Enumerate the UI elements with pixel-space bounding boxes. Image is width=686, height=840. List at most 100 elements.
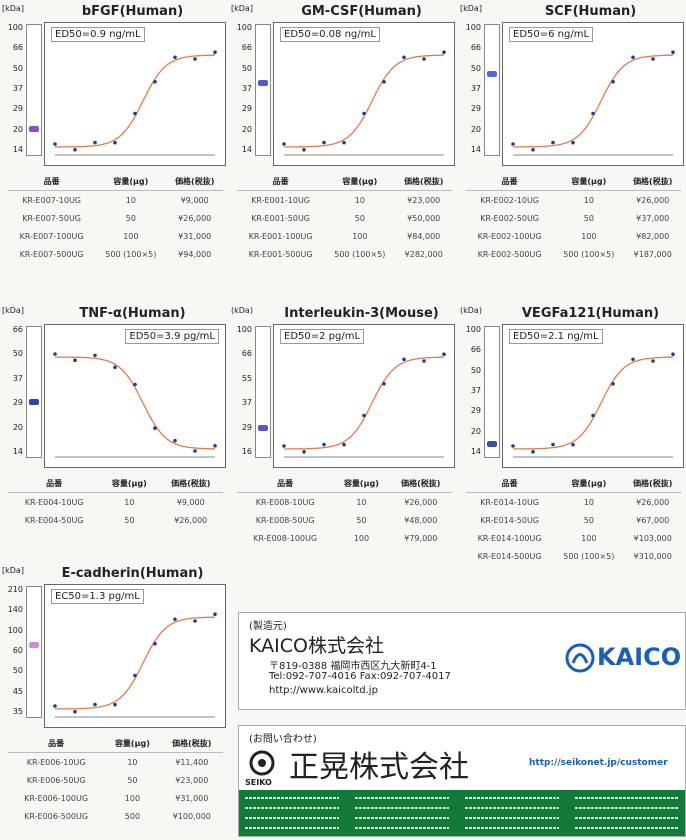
table-header-cell: 容量(μg) xyxy=(324,172,396,191)
product-panel: [kDa] E-cadherin(Human) 210 140 100 60 50 45 35 E… xyxy=(0,562,229,832)
product-title: GM-CSF(Human) xyxy=(301,4,422,19)
table-cell: KR-E004-10UG xyxy=(24,497,84,507)
protein-band xyxy=(487,70,497,77)
maker-label: (製造元) xyxy=(249,621,287,632)
table-row: KR-E006-50UG 50 ¥23,000 xyxy=(8,771,223,789)
marker-label: 66 xyxy=(241,349,252,359)
table-row: KR-E001-500UG 500 (100×5) ¥282,000 xyxy=(237,245,452,263)
protein-band xyxy=(258,424,268,431)
maker-box: (製造元) KAICO株式会社 〒819-0388 福岡市西区九大新町4-1 T… xyxy=(238,612,686,710)
marker-label: 100 xyxy=(236,23,252,32)
contact-company: 正晃株式会社 xyxy=(289,750,469,785)
unit-label: (kDa) xyxy=(460,306,482,315)
table-cell: ¥48,000 xyxy=(404,515,438,525)
response-curve xyxy=(511,50,675,156)
table-header-cell: 価格(税抜) xyxy=(624,172,681,191)
office-list-lines xyxy=(245,797,679,829)
table-cell: KR-E001-50UG xyxy=(251,213,310,223)
response-curve xyxy=(282,50,446,156)
table-header-cell: 価格(税抜) xyxy=(395,172,452,191)
gel-lane xyxy=(26,326,42,458)
marker-label: 45 xyxy=(12,686,23,696)
protein-band xyxy=(258,79,268,86)
protein-band xyxy=(29,126,39,133)
table-cell: KR-E007-100UG xyxy=(19,231,84,241)
maker-phone: Tel:092-707-4016 Fax:092-707-4017 xyxy=(269,671,451,682)
marker-label: 37 xyxy=(241,398,252,408)
marker-label: 66 xyxy=(241,43,252,53)
table-row: KR-E004-10UG 10 ¥9,000 xyxy=(8,493,223,512)
table-cell: 100 xyxy=(581,231,597,241)
table-cell: ¥23,000 xyxy=(407,195,441,205)
table-header-cell: 容量(μg) xyxy=(100,474,159,493)
product-title: TNF-α(Human) xyxy=(79,306,186,321)
ed50-label: EC50=1.3 pg/mL xyxy=(51,589,144,604)
product-panel: [kDa] GM-CSF(Human) 100 66 50 37 29 20 14 ED50=0.… xyxy=(229,0,458,270)
table-header-cell: 容量(μg) xyxy=(553,172,625,191)
marker-label: 20 xyxy=(12,422,23,432)
unit-label: (kDa) xyxy=(231,306,253,315)
table-cell: KR-E002-100UG xyxy=(477,231,542,241)
response-plot: ED50=0.08 ng/mL xyxy=(273,22,455,166)
table-cell: 500 xyxy=(124,811,141,821)
table-cell: KR-E014-100UG xyxy=(477,533,542,543)
table-cell: 10 xyxy=(124,497,135,507)
gel-lane xyxy=(255,24,271,156)
product-title: E-cadherin(Human) xyxy=(61,566,204,581)
marker-label: 100 xyxy=(465,325,481,334)
ed50-label: ED50=2.1 ng/mL xyxy=(509,329,603,344)
maker-url: http://www.kaicoltd.jp xyxy=(269,685,378,696)
table-cell: ¥100,000 xyxy=(172,811,211,821)
marker-label: 14 xyxy=(241,145,252,154)
product-table: 品番 容量(μg) 価格(税抜) KR-E014-10UG 10 ¥26,000 KR-E0… xyxy=(466,474,681,565)
table-cell: 10 xyxy=(127,757,138,767)
ed50-label: ED50=2 pg/mL xyxy=(280,329,365,344)
table-header-cell: 容量(μg) xyxy=(553,474,625,493)
response-plot: ED50=3.9 pg/mL xyxy=(44,324,226,468)
table-header-row: 品番 容量(μg) 価格(税抜) xyxy=(8,172,223,191)
table-row: KR-E008-100UG 100 ¥79,000 xyxy=(237,529,452,547)
marker-label: 50 xyxy=(470,63,481,73)
table-cell: 50 xyxy=(354,213,365,223)
table-cell: 100 xyxy=(581,533,597,543)
marker-label: 50 xyxy=(12,63,23,73)
table-cell: KR-E007-500UG xyxy=(19,249,84,259)
table-cell: 100 xyxy=(123,231,139,241)
table-cell: ¥67,000 xyxy=(636,515,670,525)
gel-lane xyxy=(26,586,42,718)
table-cell: 50 xyxy=(583,213,594,223)
table-cell: ¥26,000 xyxy=(178,213,212,223)
table-row: KR-E014-50UG 50 ¥67,000 xyxy=(466,511,681,529)
marker-label: 14 xyxy=(12,447,23,456)
table-header-cell: 品番 xyxy=(466,474,554,493)
product-table: 品番 容量(μg) 価格(税抜) KR-E002-10UG 10 ¥26,000 KR-E0… xyxy=(466,172,681,263)
office-list-bar xyxy=(239,790,685,836)
table-row: KR-E006-10UG 10 ¥11,400 xyxy=(8,753,223,772)
product-title: Interleukin-3(Mouse) xyxy=(284,306,439,321)
table-header-cell: 容量(μg) xyxy=(95,172,167,191)
marker-label: 37 xyxy=(12,84,23,93)
table-cell: ¥50,000 xyxy=(407,213,441,223)
maker-address: 〒819-0388 福岡市西区九大新町4-1 xyxy=(269,661,437,672)
table-cell: KR-E014-50UG xyxy=(480,515,539,525)
table-header-cell: 容量(μg) xyxy=(104,734,161,753)
marker-label: 100 xyxy=(236,325,252,334)
table-cell: KR-E007-50UG xyxy=(22,213,81,223)
maker-logo: KAICO xyxy=(597,643,682,671)
marker-label: 210 xyxy=(7,585,23,594)
table-header-cell: 品番 xyxy=(8,474,101,493)
table-cell: ¥282,000 xyxy=(404,249,443,259)
table-cell: 50 xyxy=(583,515,594,525)
contact-brand: SEIKO xyxy=(245,778,272,787)
maker-company: KAICO株式会社 xyxy=(249,635,384,657)
table-cell: KR-E014-500UG xyxy=(477,551,542,561)
table-cell: ¥31,000 xyxy=(175,793,209,803)
table-cell: 100 xyxy=(353,533,370,543)
table-header-row: 品番 容量(μg) 価格(税抜) xyxy=(466,172,681,191)
protein-band xyxy=(29,641,39,648)
table-cell: 10 xyxy=(356,497,367,507)
table-cell: ¥103,000 xyxy=(633,533,672,543)
table-cell: ¥9,000 xyxy=(176,497,205,507)
table-cell: 10 xyxy=(354,195,365,205)
